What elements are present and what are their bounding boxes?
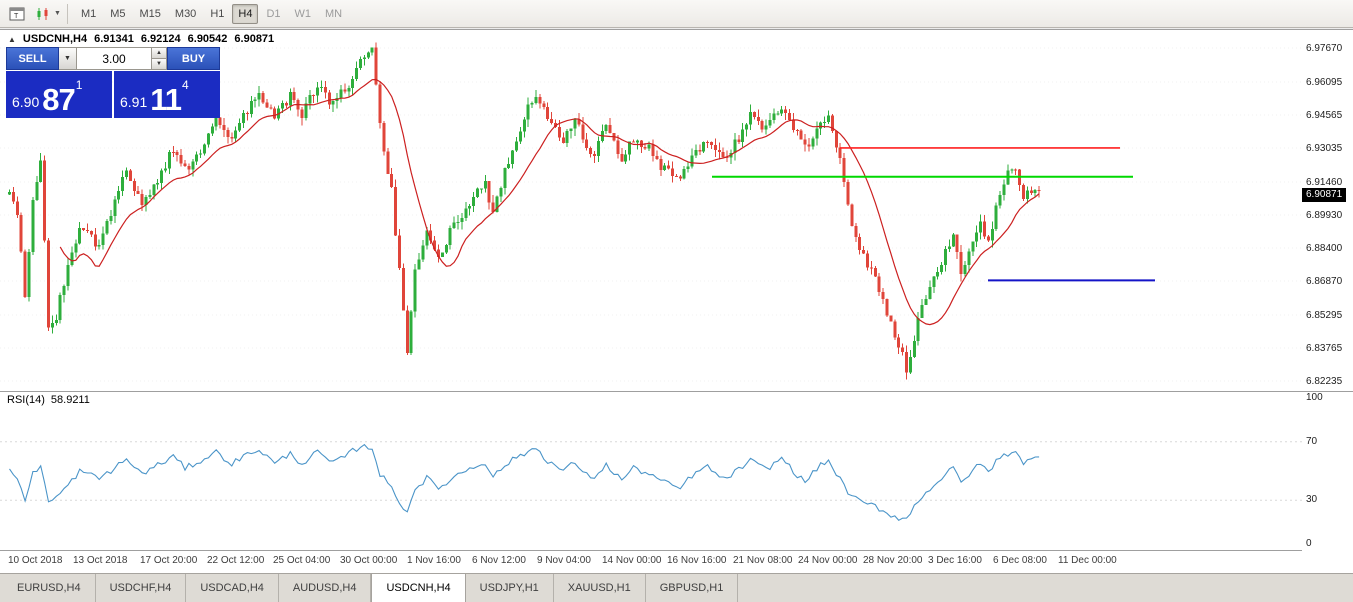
- time-tick: 25 Oct 04:00: [273, 555, 331, 566]
- chart-tab-eurusd[interactable]: EURUSD,H4: [3, 574, 96, 602]
- chart-window-glyph: T: [9, 7, 25, 20]
- price-tick: 6.97670: [1306, 43, 1343, 55]
- buy-button[interactable]: BUY: [167, 47, 220, 70]
- rsi-tick: 70: [1306, 435, 1318, 447]
- time-tick: 13 Oct 2018: [73, 555, 128, 566]
- bid-quote[interactable]: 6.90 87 1: [6, 71, 112, 118]
- symbol-name: USDCNH,H4: [22, 33, 88, 45]
- top-toolbar: T ▼ M1 M5 M15 M30 H1 H4 D1 W1 MN: [0, 0, 1353, 28]
- rsi-indicator-label: RSI(14) 58.9211: [7, 394, 90, 406]
- ohlc-open: 6.91341: [94, 33, 134, 45]
- chart-tab-usdcnh[interactable]: USDCNH,H4: [371, 574, 466, 602]
- chart-area[interactable]: ▲ USDCNH,H4 6.91341 6.92124 6.90542 6.90…: [0, 29, 1353, 573]
- volume-stepper: ▲ ▼: [152, 47, 167, 70]
- price-tick: 6.88400: [1306, 242, 1343, 254]
- chart-tab-bar: EURUSD,H4 USDCHF,H4 USDCAD,H4 AUDUSD,H4 USDC…: [0, 573, 1353, 602]
- price-tick: 6.93035: [1306, 143, 1343, 155]
- chart-tab-xauusd[interactable]: XAUUSD,H1: [554, 574, 646, 602]
- ask-quote[interactable]: 6.91 11 4: [114, 71, 220, 118]
- chart-type-icon[interactable]: [31, 3, 55, 25]
- time-tick: 9 Nov 04:00: [537, 555, 591, 566]
- time-tick: 10 Oct 2018: [8, 555, 63, 566]
- timeframe-mn-button[interactable]: MN: [325, 7, 343, 20]
- price-tick: 6.94565: [1306, 110, 1343, 121]
- rsi-tick: 30: [1306, 494, 1318, 506]
- rsi-name: RSI(14): [7, 394, 45, 406]
- chart-tab-audusd[interactable]: AUDUSD,H4: [279, 574, 372, 602]
- volume-dropdown-icon[interactable]: ▼: [59, 47, 77, 70]
- bid-price-big: 87: [42, 82, 75, 118]
- ohlc-close: 6.90871: [234, 33, 275, 45]
- current-price-badge: 6.90871: [1302, 187, 1347, 202]
- bid-price-main: 6.90: [12, 94, 40, 110]
- ohlc-low: 6.90542: [187, 33, 228, 45]
- price-tick: 6.83765: [1306, 342, 1343, 354]
- timeframe-m15-button[interactable]: M15: [139, 7, 161, 20]
- rsi-chart[interactable]: [0, 392, 1302, 550]
- chart-tab-usdcad[interactable]: USDCAD,H4: [186, 574, 279, 602]
- sell-button[interactable]: SELL: [6, 47, 59, 70]
- time-tick: 28 Nov 20:00: [863, 555, 923, 566]
- price-tick: 6.89930: [1306, 209, 1343, 221]
- pane-divider[interactable]: [0, 391, 1353, 392]
- bid-price-pip: 1: [75, 78, 83, 92]
- trade-quotes-row: 6.90 87 1 6.91 11 4: [6, 71, 220, 118]
- chart-tab-usdjpy[interactable]: USDJPY,H1: [466, 574, 554, 602]
- toolbar-separator: [66, 3, 68, 24]
- timeframe-toolbar: M1 M5 M15 M30 H1 H4 D1 W1 MN: [74, 3, 349, 24]
- time-tick: 6 Dec 08:00: [993, 555, 1047, 566]
- time-tick: 11 Dec 00:00: [1058, 555, 1117, 566]
- time-tick: 14 Nov 00:00: [602, 555, 662, 566]
- candlestick-glyph: [37, 7, 48, 20]
- chart-tab-gbpusd[interactable]: GBPUSD,H1: [646, 574, 739, 602]
- timeframe-m30-button[interactable]: M30: [174, 7, 197, 20]
- time-tick: 30 Oct 00:00: [340, 555, 398, 566]
- symbol-arrow-icon: ▲: [8, 34, 16, 44]
- ask-price-pip: 4: [182, 78, 189, 92]
- time-tick: 24 Nov 00:00: [798, 555, 858, 566]
- price-tick: 6.96095: [1306, 77, 1343, 88]
- symbol-ohlc-header: ▲ USDCNH,H4 6.91341 6.92124 6.90542 6.90…: [8, 33, 274, 45]
- time-tick: 16 Nov 16:00: [667, 555, 727, 566]
- svg-text:T: T: [14, 13, 19, 20]
- timeframe-w1-button[interactable]: W1: [294, 7, 312, 20]
- chart-tab-usdchf[interactable]: USDCHF,H4: [96, 574, 187, 602]
- time-tick: 6 Nov 12:00: [472, 555, 526, 566]
- time-tick: 3 Dec 16:00: [928, 555, 982, 566]
- price-tick: 6.91460: [1306, 176, 1343, 188]
- ask-price-big: 11: [150, 82, 182, 118]
- volume-input[interactable]: 3.00: [77, 47, 152, 70]
- time-axis[interactable]: 10 Oct 2018 13 Oct 2018 17 Oct 20:00 22 Oct…: [0, 550, 1302, 574]
- timeframe-h4-button[interactable]: H4: [232, 3, 259, 24]
- timeframe-m1-button[interactable]: M1: [80, 7, 97, 20]
- one-click-trade-panel: SELL ▼ 3.00 ▲ ▼ BUY 6.90 87 1 6.91 11 4: [6, 47, 220, 118]
- ohlc-high: 6.92124: [140, 33, 181, 45]
- volume-down-icon[interactable]: ▼: [152, 59, 167, 70]
- chart-window-icon[interactable]: T: [5, 3, 29, 25]
- volume-up-icon[interactable]: ▲: [152, 47, 167, 59]
- rsi-tick: 100: [1306, 392, 1323, 403]
- trade-controls-row: SELL ▼ 3.00 ▲ ▼ BUY: [6, 47, 220, 70]
- time-tick: 1 Nov 16:00: [407, 555, 461, 566]
- rsi-tick: 0: [1306, 538, 1312, 549]
- timeframe-d1-button[interactable]: D1: [266, 7, 281, 20]
- price-axis[interactable]: 6.90871 6.97670 6.96095 6.94565 6.93035 6.91…: [1302, 30, 1353, 550]
- ask-price-main: 6.91: [120, 94, 148, 110]
- price-tick: 6.82235: [1306, 375, 1343, 387]
- time-tick: 22 Oct 12:00: [207, 555, 265, 566]
- price-tick: 6.85295: [1306, 309, 1343, 321]
- rsi-value: 58.9211: [50, 394, 90, 406]
- time-tick: 21 Nov 08:00: [733, 555, 793, 566]
- timeframe-h1-button[interactable]: H1: [210, 7, 225, 20]
- price-tick: 6.86870: [1306, 275, 1343, 287]
- chart-type-caret-icon[interactable]: ▼: [54, 10, 61, 17]
- time-tick: 17 Oct 20:00: [140, 555, 198, 566]
- timeframe-m5-button[interactable]: M5: [110, 7, 126, 20]
